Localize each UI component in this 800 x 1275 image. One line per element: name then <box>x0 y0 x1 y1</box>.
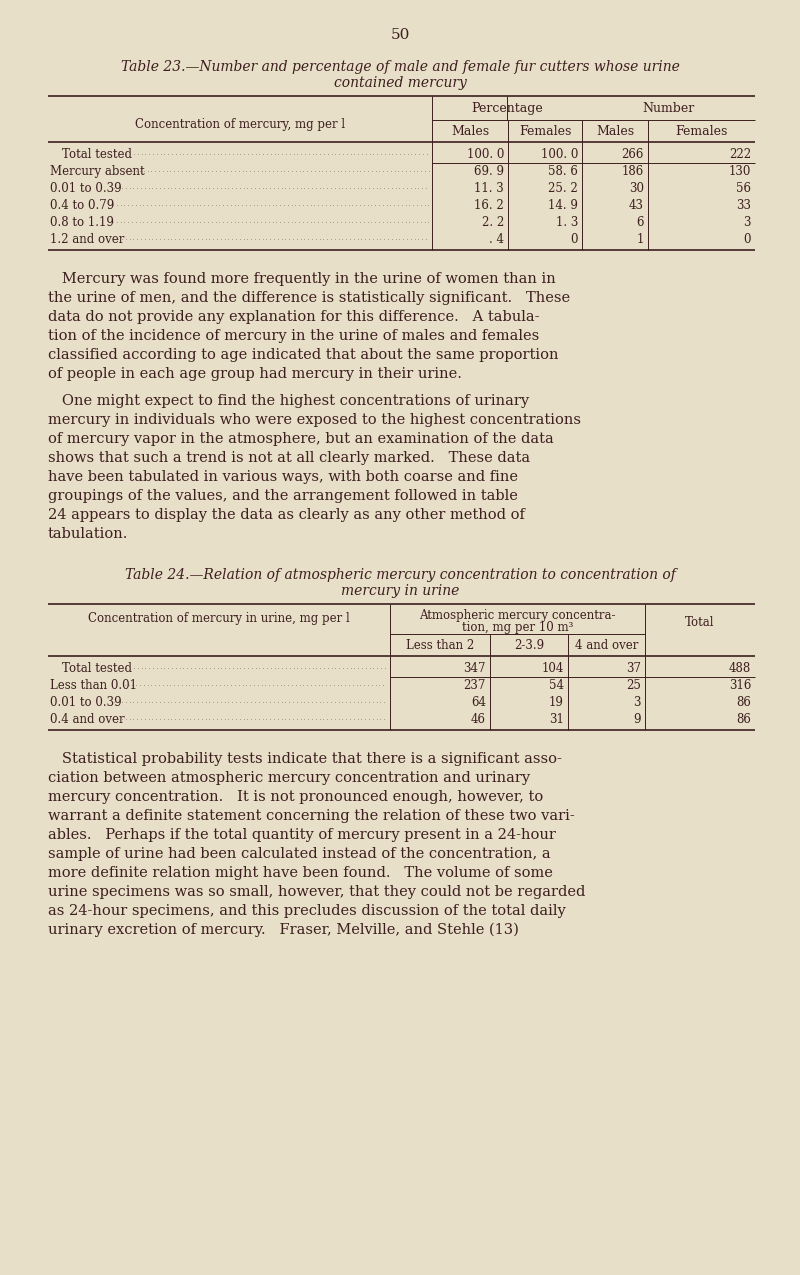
Text: Mercury was found more frequently in the urine of women than in: Mercury was found more frequently in the… <box>48 272 556 286</box>
Text: 100. 0: 100. 0 <box>466 148 504 161</box>
Text: Total: Total <box>686 616 714 629</box>
Text: 58. 6: 58. 6 <box>548 164 578 178</box>
Text: mercury in individuals who were exposed to the highest concentrations: mercury in individuals who were exposed … <box>48 413 581 427</box>
Text: 1.2 and over: 1.2 and over <box>50 233 124 246</box>
Text: 1. 3: 1. 3 <box>556 215 578 230</box>
Text: 46: 46 <box>471 713 486 725</box>
Text: 2. 2: 2. 2 <box>482 215 504 230</box>
Text: sample of urine had been calculated instead of the concentration, a: sample of urine had been calculated inst… <box>48 847 550 861</box>
Text: warrant a definite statement concerning the relation of these two vari-: warrant a definite statement concerning … <box>48 810 574 822</box>
Text: 14. 9: 14. 9 <box>548 199 578 212</box>
Text: 86: 86 <box>736 696 751 709</box>
Text: the urine of men, and the difference is statistically significant.   These: the urine of men, and the difference is … <box>48 291 570 305</box>
Text: Statistical probability tests indicate that there is a significant asso-: Statistical probability tests indicate t… <box>48 752 562 766</box>
Text: Females: Females <box>675 125 728 138</box>
Text: 3: 3 <box>743 215 751 230</box>
Text: of mercury vapor in the atmosphere, but an examination of the data: of mercury vapor in the atmosphere, but … <box>48 432 554 446</box>
Text: 9: 9 <box>634 713 641 725</box>
Text: 0: 0 <box>743 233 751 246</box>
Text: 266: 266 <box>622 148 644 161</box>
Text: urine specimens was so small, however, that they could not be regarded: urine specimens was so small, however, t… <box>48 885 586 899</box>
Text: 25. 2: 25. 2 <box>548 182 578 195</box>
Text: shows that such a trend is not at all clearly marked.   These data: shows that such a trend is not at all cl… <box>48 451 530 465</box>
Text: 3: 3 <box>634 696 641 709</box>
Text: ables.   Perhaps if the total quantity of mercury present in a 24-hour: ables. Perhaps if the total quantity of … <box>48 827 556 842</box>
Text: One might expect to find the highest concentrations of urinary: One might expect to find the highest con… <box>48 394 529 408</box>
Text: 222: 222 <box>729 148 751 161</box>
Text: 316: 316 <box>729 680 751 692</box>
Text: Concentration of mercury, mg per l: Concentration of mercury, mg per l <box>135 119 345 131</box>
Text: 86: 86 <box>736 713 751 725</box>
Text: 16. 2: 16. 2 <box>474 199 504 212</box>
Text: 0: 0 <box>570 233 578 246</box>
Text: tion, mg per 10 m³: tion, mg per 10 m³ <box>462 621 573 634</box>
Text: 130: 130 <box>729 164 751 178</box>
Text: Percentage: Percentage <box>471 102 543 115</box>
Text: Mercury absent: Mercury absent <box>50 164 145 178</box>
Text: mercury in urine: mercury in urine <box>341 584 459 598</box>
Text: 1: 1 <box>637 233 644 246</box>
Text: 4 and over: 4 and over <box>575 639 638 652</box>
Text: 237: 237 <box>464 680 486 692</box>
Text: 0.8 to 1.19: 0.8 to 1.19 <box>50 215 114 230</box>
Text: Atmospheric mercury concentra-: Atmospheric mercury concentra- <box>419 609 616 622</box>
Text: 50: 50 <box>390 28 410 42</box>
Text: . 4: . 4 <box>489 233 504 246</box>
Text: 6: 6 <box>637 215 644 230</box>
Text: 186: 186 <box>622 164 644 178</box>
Text: 0.01 to 0.39: 0.01 to 0.39 <box>50 696 122 709</box>
Text: contained mercury: contained mercury <box>334 76 466 91</box>
Text: of people in each age group had mercury in their urine.: of people in each age group had mercury … <box>48 367 462 381</box>
Text: tabulation.: tabulation. <box>48 527 128 541</box>
Text: Total tested: Total tested <box>62 662 132 674</box>
Text: Males: Males <box>451 125 489 138</box>
Text: groupings of the values, and the arrangement followed in table: groupings of the values, and the arrange… <box>48 490 518 504</box>
Text: 54: 54 <box>549 680 564 692</box>
Text: 31: 31 <box>549 713 564 725</box>
Text: 104: 104 <box>542 662 564 674</box>
Text: 2-3.9: 2-3.9 <box>514 639 544 652</box>
Text: Total tested: Total tested <box>62 148 132 161</box>
Text: classified according to age indicated that about the same proportion: classified according to age indicated th… <box>48 348 558 362</box>
Text: 33: 33 <box>736 199 751 212</box>
Text: have been tabulated in various ways, with both coarse and fine: have been tabulated in various ways, wit… <box>48 470 518 484</box>
Text: mercury concentration.   It is not pronounced enough, however, to: mercury concentration. It is not pronoun… <box>48 790 543 805</box>
Text: 56: 56 <box>736 182 751 195</box>
Text: 100. 0: 100. 0 <box>541 148 578 161</box>
Text: 37: 37 <box>626 662 641 674</box>
Text: Number: Number <box>642 102 694 115</box>
Text: Less than 2: Less than 2 <box>406 639 474 652</box>
Text: 25: 25 <box>626 680 641 692</box>
Text: 347: 347 <box>463 662 486 674</box>
Text: 69. 9: 69. 9 <box>474 164 504 178</box>
Text: ciation between atmospheric mercury concentration and urinary: ciation between atmospheric mercury conc… <box>48 771 530 785</box>
Text: 30: 30 <box>629 182 644 195</box>
Text: 11. 3: 11. 3 <box>474 182 504 195</box>
Text: 43: 43 <box>629 199 644 212</box>
Text: more definite relation might have been found.   The volume of some: more definite relation might have been f… <box>48 866 553 880</box>
Text: 64: 64 <box>471 696 486 709</box>
Text: Less than 0.01: Less than 0.01 <box>50 680 137 692</box>
Text: Table 23.—Number and percentage of male and female fur cutters whose urine: Table 23.—Number and percentage of male … <box>121 60 679 74</box>
Text: 0.01 to 0.39: 0.01 to 0.39 <box>50 182 122 195</box>
Text: Concentration of mercury in urine, mg per l: Concentration of mercury in urine, mg pe… <box>88 612 350 625</box>
Text: 0.4 to 0.79: 0.4 to 0.79 <box>50 199 114 212</box>
Text: Males: Males <box>596 125 634 138</box>
Text: 24 appears to display the data as clearly as any other method of: 24 appears to display the data as clearl… <box>48 507 525 521</box>
Text: 19: 19 <box>549 696 564 709</box>
Text: data do not provide any explanation for this difference.   A tabula-: data do not provide any explanation for … <box>48 310 539 324</box>
Text: tion of the incidence of mercury in the urine of males and females: tion of the incidence of mercury in the … <box>48 329 539 343</box>
Text: urinary excretion of mercury.   Fraser, Melville, and Stehle (13): urinary excretion of mercury. Fraser, Me… <box>48 923 519 937</box>
Text: Table 24.—Relation of atmospheric mercury concentration to concentration of: Table 24.—Relation of atmospheric mercur… <box>125 567 675 581</box>
Text: as 24-hour specimens, and this precludes discussion of the total daily: as 24-hour specimens, and this precludes… <box>48 904 566 918</box>
Text: 488: 488 <box>729 662 751 674</box>
Text: Females: Females <box>519 125 571 138</box>
Text: 0.4 and over: 0.4 and over <box>50 713 125 725</box>
